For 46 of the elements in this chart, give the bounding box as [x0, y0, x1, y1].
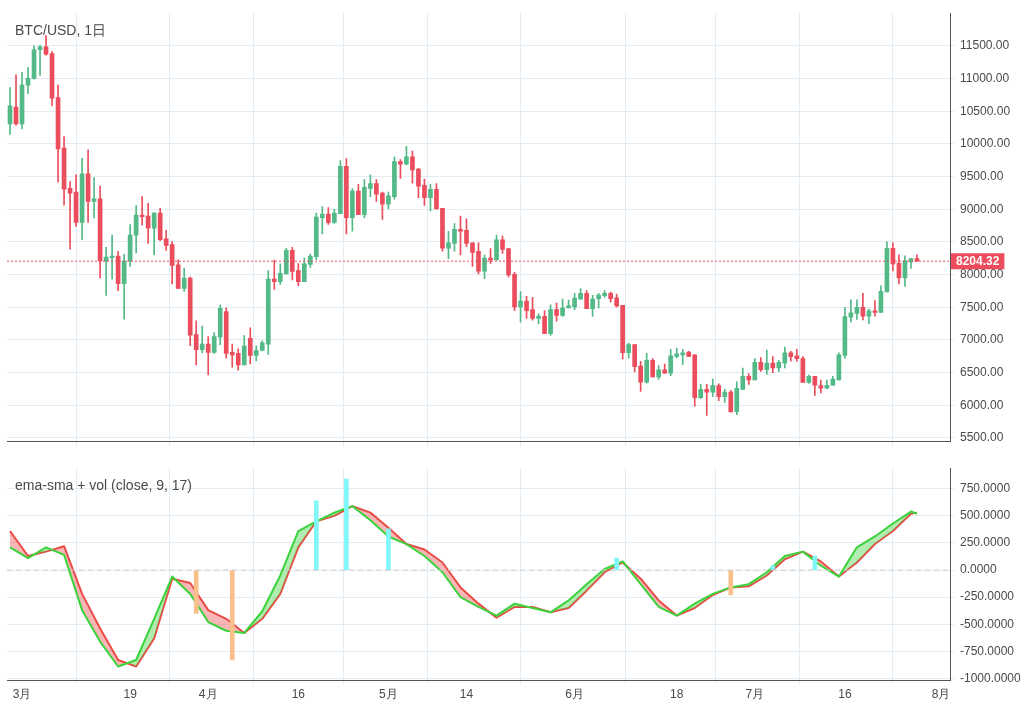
x-tick-label: 19 [123, 687, 138, 702]
y-tick-label: 500.0000 [960, 508, 1011, 523]
ref-line-label: 8204.32 [956, 253, 1000, 268]
x-tick-label: 18 [670, 687, 684, 702]
x-tick-label: 14 [459, 687, 474, 702]
y-tick-label: 11000.00 [960, 70, 1010, 85]
candlestick [704, 384, 710, 416]
y-tick-label: -1000.0000 [960, 670, 1022, 685]
y-tick-label: -250.0000 [960, 589, 1015, 604]
bar [728, 570, 734, 596]
y-tick-label: 0.0000 [960, 562, 998, 577]
y-tick-label: 750.0000 [960, 481, 1011, 496]
x-tick-label: 4月 [198, 687, 218, 702]
y-tick-label: -500.0000 [960, 616, 1015, 631]
y-tick-label: 10500.00 [960, 103, 1011, 118]
x-tick-label: 8月 [931, 687, 951, 702]
candlestick [205, 336, 211, 376]
y-tick-label: 8500.00 [960, 234, 1004, 249]
y-tick-label: 11500.00 [960, 38, 1010, 53]
x-tick-label: 6月 [565, 687, 584, 702]
bar [229, 570, 235, 661]
y-tick-label: 6500.00 [960, 364, 1004, 379]
y-tick-label: 7000.00 [960, 332, 1004, 347]
text: ema-sma + vol (close, 9, 17) [15, 477, 193, 494]
candlestick [199, 325, 205, 354]
y-tick-label: -750.0000 [960, 643, 1015, 658]
text: BTC/USD, 1日 [15, 22, 107, 39]
y-tick-label: 10000.00 [960, 136, 1011, 151]
y-tick-label: 5500.00 [960, 430, 1004, 445]
x-tick-label: 5月 [379, 687, 398, 702]
x-tick-label: 16 [291, 687, 306, 702]
x-tick-label: 16 [838, 687, 852, 702]
y-tick-label: 6000.00 [960, 397, 1004, 412]
candlestick [91, 177, 97, 219]
y-tick-label: 250.0000 [960, 535, 1011, 550]
x-tick-label: 7月 [745, 687, 765, 702]
y-tick-label: 9500.00 [960, 168, 1004, 183]
y-tick-label: 9000.00 [960, 201, 1004, 216]
bar [193, 570, 199, 614]
bar [386, 528, 391, 570]
bar [614, 557, 619, 570]
y-tick-label: 7500.00 [960, 299, 1004, 314]
bar [344, 478, 349, 570]
y-tick-label: 8000.00 [960, 266, 1004, 281]
bar [314, 500, 319, 570]
x-tick-label: 3月 [12, 687, 32, 702]
